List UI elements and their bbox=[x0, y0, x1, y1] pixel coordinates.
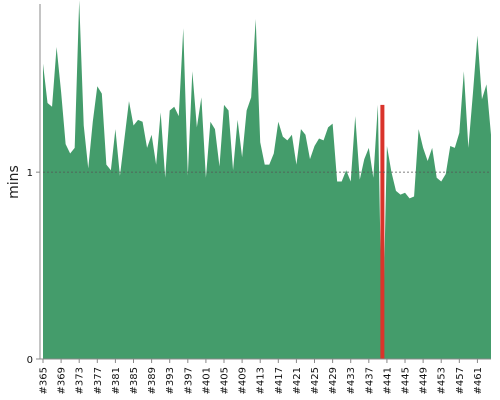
x-tick-label: #373 bbox=[75, 367, 86, 394]
x-tick-label: #449 bbox=[419, 367, 430, 394]
x-tick-label: #381 bbox=[111, 367, 122, 394]
x-tick-label: #365 bbox=[39, 367, 50, 394]
y-tick-label: 1 bbox=[27, 168, 33, 179]
x-tick-label: #393 bbox=[165, 367, 176, 394]
x-tick-label: #437 bbox=[364, 367, 375, 394]
y-axis-label: mins bbox=[6, 165, 22, 199]
x-tick-label: #461 bbox=[473, 367, 484, 394]
x-tick-label: #413 bbox=[256, 367, 267, 394]
x-tick-label: #433 bbox=[346, 367, 357, 394]
x-tick-label: #389 bbox=[147, 367, 158, 394]
x-tick-label: #429 bbox=[328, 367, 339, 394]
series-area bbox=[43, 0, 491, 359]
plot-area bbox=[43, 0, 491, 359]
x-tick-label: #417 bbox=[274, 367, 285, 394]
y-ticks: 01 bbox=[27, 168, 40, 366]
highlight-bar bbox=[380, 104, 385, 359]
x-tick-label: #369 bbox=[57, 367, 68, 394]
y-tick-label: 0 bbox=[27, 355, 33, 366]
x-tick-label: #409 bbox=[238, 367, 249, 394]
y-axis: mins bbox=[6, 4, 41, 359]
x-tick-label: #405 bbox=[220, 367, 231, 394]
x-tick-label: #377 bbox=[93, 367, 104, 394]
x-tick-label: #457 bbox=[455, 367, 466, 394]
x-tick-label: #445 bbox=[401, 367, 412, 394]
x-tick-label: #453 bbox=[437, 367, 448, 394]
x-tick-label: #425 bbox=[310, 367, 321, 394]
x-axis: #365 #369 #373 #377 #381 #385 #389 #393 #397 #401… bbox=[39, 358, 491, 394]
x-tick-label: #441 bbox=[382, 367, 393, 394]
x-tick-label: #385 bbox=[129, 367, 140, 394]
x-tick-label: #421 bbox=[292, 367, 303, 394]
x-tick-label: #401 bbox=[201, 367, 212, 394]
x-tick-label: #397 bbox=[183, 367, 194, 394]
